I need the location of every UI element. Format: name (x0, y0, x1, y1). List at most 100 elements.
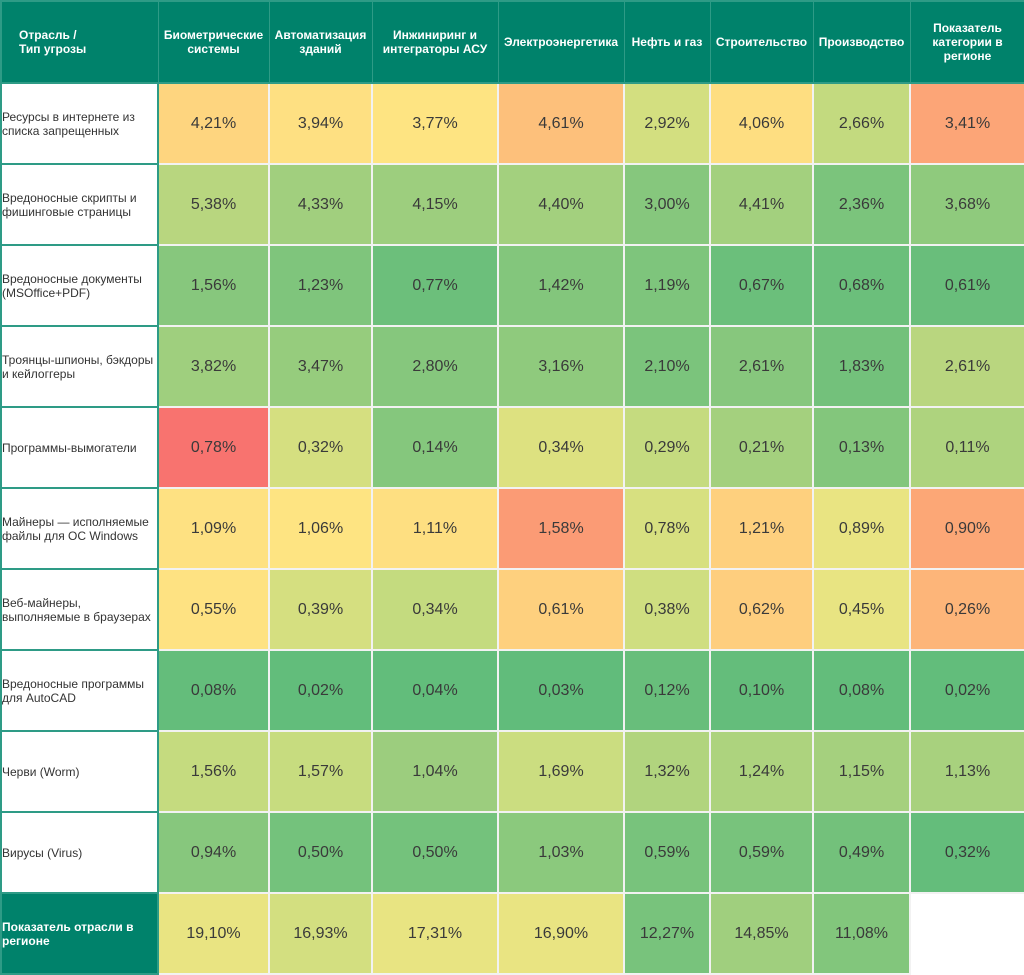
heatmap-cell: 0,34% (498, 407, 625, 489)
heatmap-cell: 0,08% (158, 650, 270, 732)
heatmap-cell: 14,85% (710, 893, 814, 975)
column-header: Электроэнергетика (498, 0, 625, 84)
table-row: Вирусы (Virus) 0,94% 0,50% 0,50% 1,03% 0,59% 0… (0, 812, 1024, 894)
heatmap-cell: 3,41% (910, 83, 1024, 165)
heatmap-cell: 3,16% (498, 326, 625, 408)
row-label: Вирусы (Virus) (0, 812, 159, 894)
heatmap-cell: 0,50% (372, 812, 499, 894)
heatmap-cell: 0,78% (624, 488, 711, 570)
heatmap-cell: 0,29% (624, 407, 711, 489)
row-label: Троянцы-шпионы, бэкдоры и кейлоггеры (0, 326, 159, 408)
heatmap-cell: 0,26% (910, 569, 1024, 651)
heatmap-cell: 0,49% (813, 812, 911, 894)
heatmap-cell: 0,10% (710, 650, 814, 732)
table-row: Троянцы-шпионы, бэкдоры и кейлоггеры 3,82… (0, 326, 1024, 408)
heatmap-cell: 0,68% (813, 245, 911, 327)
heatmap-cell: 1,24% (710, 731, 814, 813)
heatmap-cell: 3,68% (910, 164, 1024, 246)
heatmap-cell: 1,32% (624, 731, 711, 813)
heatmap-cell: 0,94% (158, 812, 270, 894)
heatmap-cell: 3,77% (372, 83, 499, 165)
heatmap-cell: 0,38% (624, 569, 711, 651)
heatmap-cell: 2,66% (813, 83, 911, 165)
heatmap-cell: 1,69% (498, 731, 625, 813)
heatmap-cell: 3,47% (269, 326, 373, 408)
heatmap-cell: 16,93% (269, 893, 373, 975)
heatmap-cell: 0,62% (710, 569, 814, 651)
row-label: Майнеры — исполняемые файлы для ОС Windo… (0, 488, 159, 570)
heatmap-cell: 0,45% (813, 569, 911, 651)
corner-header-line: Отрасль / (19, 28, 77, 42)
heatmap-cell: 1,58% (498, 488, 625, 570)
heatmap-cell: 0,78% (158, 407, 270, 489)
heatmap-cell: 0,59% (624, 812, 711, 894)
heatmap-cell: 0,03% (498, 650, 625, 732)
heatmap-cell: 1,23% (269, 245, 373, 327)
heatmap-cell: 3,94% (269, 83, 373, 165)
heatmap-cell: 0,11% (910, 407, 1024, 489)
total-row: Показатель отрасли в регионе 19,10% 16,93%… (0, 893, 1024, 975)
column-header: Нефть и газ (624, 0, 711, 84)
heatmap-cell: 5,38% (158, 164, 270, 246)
table-row: Программы-вымогатели 0,78% 0,32% 0,14% 0,34%… (0, 407, 1024, 489)
heatmap-cell: 0,50% (269, 812, 373, 894)
row-label: Веб-майнеры, выполняемые в браузерах (0, 569, 159, 651)
heatmap-cell: 0,08% (813, 650, 911, 732)
table-row: Вредоносные скрипты и фишинговые страниц… (0, 164, 1024, 246)
heatmap-cell: 16,90% (498, 893, 625, 975)
row-label: Ресурсы в интернете из списка запрещенны… (0, 83, 159, 165)
heatmap-cell: 2,61% (710, 326, 814, 408)
row-label: Вредоносные скрипты и фишинговые страниц… (0, 164, 159, 246)
empty-cell (910, 893, 1024, 974)
heatmap-cell: 1,57% (269, 731, 373, 813)
corner-header-line: Тип угрозы (19, 42, 87, 56)
heatmap-cell: 0,32% (910, 812, 1024, 894)
heatmap-cell: 4,21% (158, 83, 270, 165)
heatmap-cell: 0,61% (498, 569, 625, 651)
total-row-label: Показатель отрасли в регионе (0, 893, 159, 975)
heatmap-cell: 0,89% (813, 488, 911, 570)
heatmap-cell: 17,31% (372, 893, 499, 975)
heatmap-cell: 1,42% (498, 245, 625, 327)
heatmap-cell: 1,15% (813, 731, 911, 813)
header-row: Отрасль / Тип угрозы Биометрические систе… (0, 0, 1024, 84)
heatmap-cell: 11,08% (813, 893, 911, 975)
table-row: Вредоносные документы (MSOffice+PDF) 1,56… (0, 245, 1024, 327)
row-label: Программы-вымогатели (0, 407, 159, 489)
heatmap-cell: 1,56% (158, 245, 270, 327)
heatmap-cell: 0,34% (372, 569, 499, 651)
heatmap-cell: 2,10% (624, 326, 711, 408)
heatmap-cell: 1,03% (498, 812, 625, 894)
heatmap-cell: 0,02% (910, 650, 1024, 732)
row-label: Вредоносные документы (MSOffice+PDF) (0, 245, 159, 327)
heatmap-cell: 0,02% (269, 650, 373, 732)
heatmap-cell: 1,04% (372, 731, 499, 813)
column-header: Инжиниринг и интеграторы АСУ (372, 0, 499, 84)
column-header: Автоматизация зданий (269, 0, 373, 84)
heatmap-cell: 2,92% (624, 83, 711, 165)
heatmap-cell: 1,83% (813, 326, 911, 408)
heatmap-cell: 0,55% (158, 569, 270, 651)
heatmap-cell: 0,59% (710, 812, 814, 894)
heatmap-cell: 2,80% (372, 326, 499, 408)
column-header: Биометрические системы (158, 0, 270, 84)
heatmap-cell: 0,77% (372, 245, 499, 327)
table-row: Вредоносные программы для AutoCAD 0,08% 0,… (0, 650, 1024, 732)
table-row: Ресурсы в интернете из списка запрещенны… (0, 83, 1024, 165)
heatmap-cell: 0,13% (813, 407, 911, 489)
heatmap-cell: 0,67% (710, 245, 814, 327)
heatmap-cell: 4,06% (710, 83, 814, 165)
table-row: Веб-майнеры, выполняемые в браузерах 0,55… (0, 569, 1024, 651)
heatmap-cell: 1,06% (269, 488, 373, 570)
heatmap-cell: 0,90% (910, 488, 1024, 570)
heatmap-cell: 2,61% (910, 326, 1024, 408)
column-header: Строительство (710, 0, 814, 84)
heatmap-cell: 0,14% (372, 407, 499, 489)
heatmap-cell: 1,21% (710, 488, 814, 570)
heatmap-cell: 1,13% (910, 731, 1024, 813)
corner-header: Отрасль / Тип угрозы (0, 0, 159, 84)
heatmap-cell: 4,61% (498, 83, 625, 165)
heatmap-cell: 1,56% (158, 731, 270, 813)
heatmap-cell: 4,40% (498, 164, 625, 246)
